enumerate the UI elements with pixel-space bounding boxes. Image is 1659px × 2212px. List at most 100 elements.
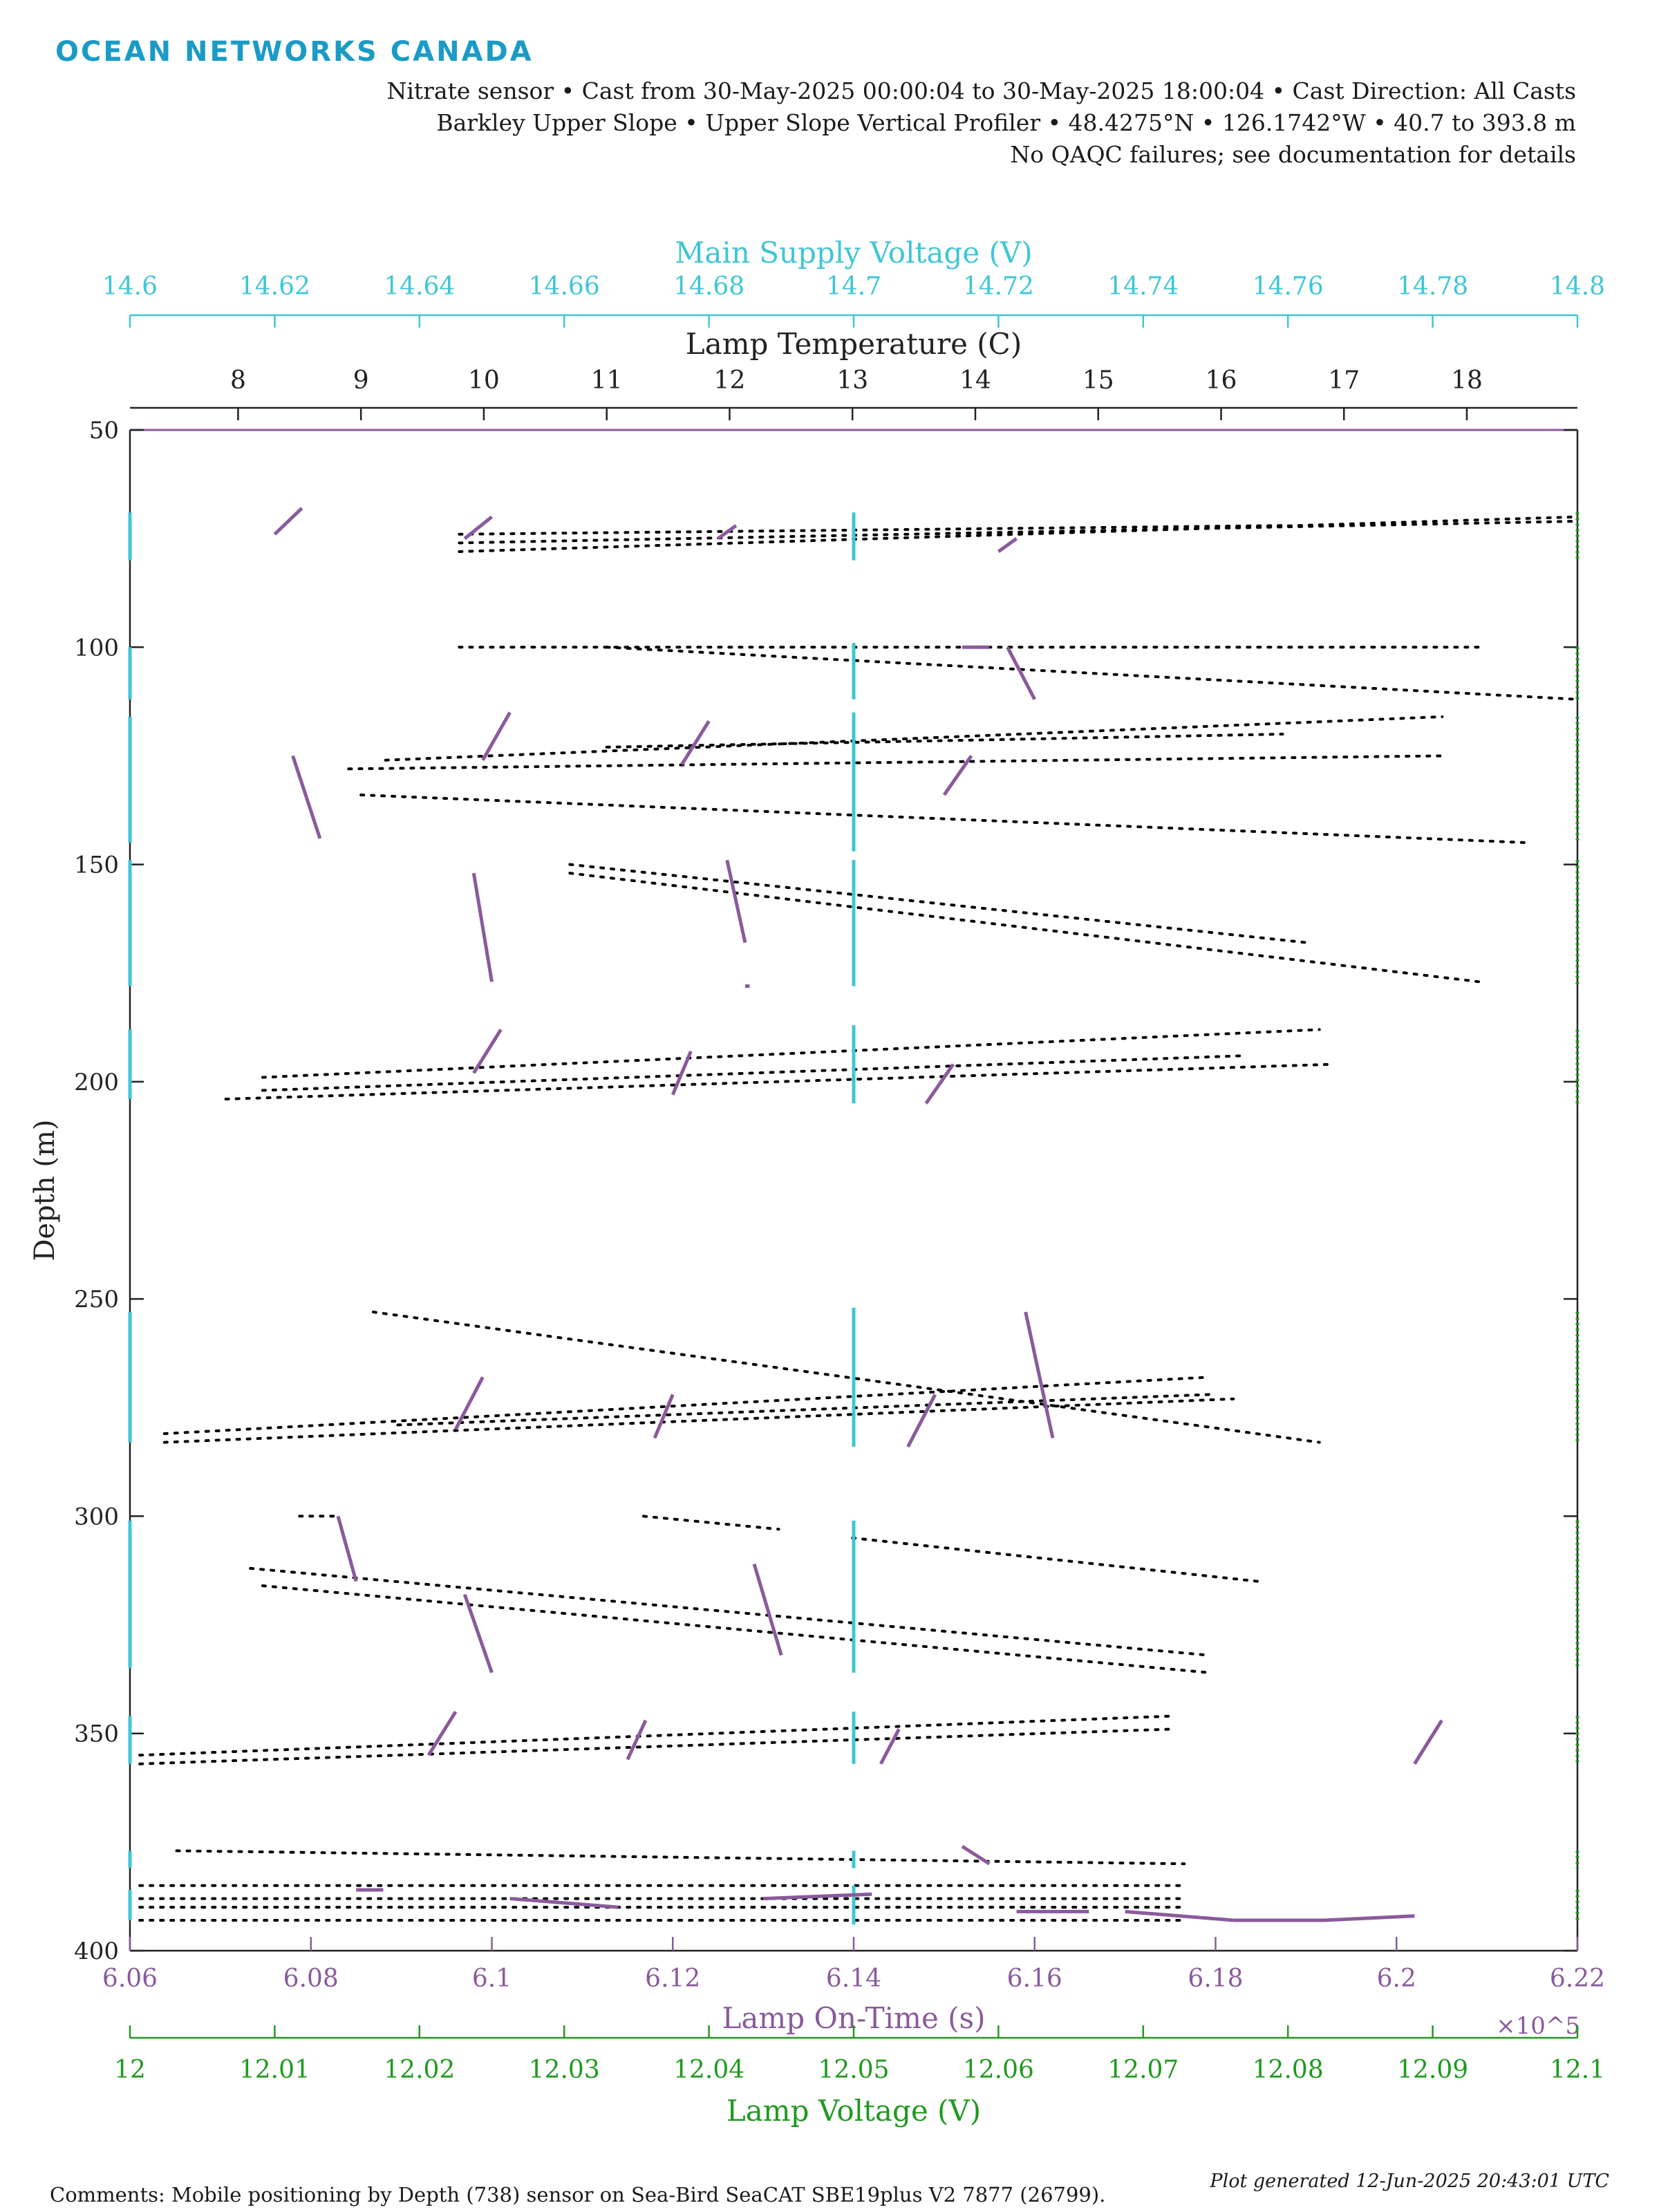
header-line-3: No QAQC failures; see documentation for … — [1010, 141, 1576, 168]
lamp-on-time-segment — [763, 1892, 872, 1901]
lamp-on-time-segment — [924, 1063, 955, 1105]
ontime-exponent-label: ×10^5 — [1496, 2012, 1580, 2040]
lamp-temperature-segment — [162, 1376, 1210, 1435]
voltage-axis-label: Main Supply Voltage (V) — [675, 236, 1032, 270]
y-tick-label: 300 — [74, 1503, 119, 1530]
ontime-tick-label: 6.16 — [1007, 1965, 1062, 1993]
lamp-on-time-segment — [626, 1719, 648, 1761]
lamp-on-time-segment — [961, 1845, 991, 1866]
lamp-on-time-segment — [273, 507, 303, 536]
y-tick-label: 100 — [74, 634, 119, 662]
temp-axis-label: Lamp Temperature (C) — [686, 327, 1022, 361]
lamp-on-time-segment — [509, 1897, 619, 1909]
lamp-on-time-segment — [997, 537, 1018, 554]
voltage-tick-label: 14.68 — [673, 272, 744, 301]
lamp-on-time-segment — [291, 755, 322, 839]
ontime-tick-label: 6.12 — [645, 1965, 700, 1993]
lamp-temperature-segment — [851, 1536, 1259, 1583]
lamp-temperature-segment — [458, 524, 1284, 536]
y-tick-label: 50 — [89, 417, 119, 444]
temp-tick-label: 18 — [1451, 366, 1483, 395]
lamp-temperature-segment — [261, 1584, 1210, 1674]
lamp-on-time-segment — [680, 720, 711, 766]
lamp-on-time-segment — [462, 1593, 494, 1674]
lamp-on-time-segment — [653, 1394, 675, 1439]
lamp-temperature-segment — [261, 1054, 1248, 1092]
lamp-temperature-segment — [458, 515, 1579, 553]
lamp-on-time-segment — [471, 872, 494, 982]
lamp-on-time-segment — [671, 1050, 693, 1096]
lamp-temperature-segment — [224, 1062, 1333, 1100]
lamp-on-time-segment — [453, 1376, 485, 1430]
lamp-on-time-segment — [481, 711, 512, 761]
lamp-temperature-segment — [261, 1028, 1321, 1079]
lamp-temperature-segment — [642, 1515, 780, 1531]
lamp-on-time-segment — [725, 859, 747, 944]
lamp-temperature-segment — [568, 872, 1481, 984]
footer-generated: Plot generated 12-Jun-2025 20:43:01 UTC — [1210, 2171, 1609, 2192]
voltage-tick-label: 14.62 — [239, 272, 310, 301]
lampv-tick-label: 12.01 — [239, 2056, 310, 2084]
y-tick-label: 400 — [74, 1938, 119, 1965]
header-line-1: Nitrate sensor • Cast from 30-May-2025 0… — [386, 77, 1576, 104]
lamp-on-time-segment — [427, 1710, 458, 1756]
lamp-on-time-segment — [1024, 1311, 1055, 1438]
lampv-tick-label: 12.03 — [529, 2056, 600, 2084]
ontime-tick-label: 6.18 — [1188, 1965, 1243, 1993]
lamp-on-time-segment — [336, 1515, 358, 1582]
temp-tick-label: 12 — [714, 366, 746, 395]
lamp-temperature-segment — [138, 1727, 1174, 1765]
temp-tick-label: 8 — [230, 366, 246, 395]
temp-tick-label: 17 — [1328, 366, 1360, 395]
lamp-on-time-segment — [463, 515, 494, 541]
temp-tick-label: 9 — [353, 366, 369, 395]
voltage-tick-label: 14.72 — [963, 272, 1034, 301]
lampv-tick-label: 12.1 — [1550, 2056, 1605, 2084]
voltage-tick-label: 14.78 — [1397, 272, 1468, 301]
brand-logo: OCEAN NETWORKS CANADA — [55, 36, 534, 68]
lamp-on-time-segment — [879, 1728, 901, 1765]
lamp-temperature-segment — [605, 646, 1579, 701]
lampv-tick-label: 12.04 — [673, 2056, 744, 2084]
lampv-tick-label: 12.02 — [384, 2056, 455, 2084]
lamp-temperature-segment — [162, 1397, 1235, 1444]
footer-comments: Comments: Mobile positioning by Depth (7… — [50, 2183, 1106, 2206]
y-tick-label: 200 — [74, 1069, 119, 1096]
lamp-temperature-segment — [371, 1311, 1321, 1444]
temp-tick-label: 14 — [959, 366, 991, 395]
header-line-2: Barkley Upper Slope • Upper Slope Vertic… — [436, 109, 1576, 136]
lamp-temperature-segment — [384, 715, 1444, 762]
voltage-tick-label: 14.6 — [102, 272, 158, 301]
lamp-temperature-segment — [347, 754, 1444, 771]
ontime-tick-label: 6.06 — [102, 1965, 158, 1993]
lampv-tick-label: 12.09 — [1397, 2056, 1468, 2084]
y-tick-label: 250 — [74, 1286, 119, 1313]
lamp-on-time-segment — [472, 1029, 503, 1074]
ontime-tick-label: 6.08 — [283, 1965, 339, 1993]
lampv-tick-label: 12.05 — [818, 2056, 889, 2084]
lamp-temperature-segment — [249, 1566, 1210, 1657]
lamp-on-time-segment — [1125, 1909, 1234, 1922]
lamp-temperature-segment — [175, 1849, 1186, 1866]
temp-tick-label: 16 — [1206, 366, 1237, 395]
voltage-tick-label: 14.64 — [384, 272, 455, 301]
lamp-on-time-segment — [1324, 1914, 1415, 1922]
lampv-tick-label: 12.07 — [1107, 2056, 1179, 2084]
lamp-temperature-segment — [458, 520, 1579, 545]
voltage-tick-label: 14.74 — [1107, 272, 1179, 301]
lamp-on-time-segment — [752, 1563, 783, 1656]
voltage-tick-label: 14.76 — [1253, 272, 1324, 301]
y-tick-label: 350 — [74, 1721, 119, 1748]
y-tick-label: 150 — [74, 852, 119, 879]
lamp-temperature-segment — [138, 1714, 1174, 1757]
lampv-tick-label: 12.08 — [1253, 2056, 1324, 2084]
lamp-on-time-segment — [1413, 1719, 1443, 1765]
temp-tick-label: 15 — [1082, 366, 1114, 395]
lampv-axis-label: Lamp Voltage (V) — [727, 2094, 981, 2128]
ontime-tick-label: 6.1 — [472, 1965, 512, 1993]
voltage-tick-label: 14.66 — [529, 272, 600, 301]
lamp-on-time-segment — [1006, 646, 1036, 700]
ontime-tick-label: 6.22 — [1550, 1965, 1605, 1993]
lampv-tick-label: 12 — [114, 2056, 146, 2084]
